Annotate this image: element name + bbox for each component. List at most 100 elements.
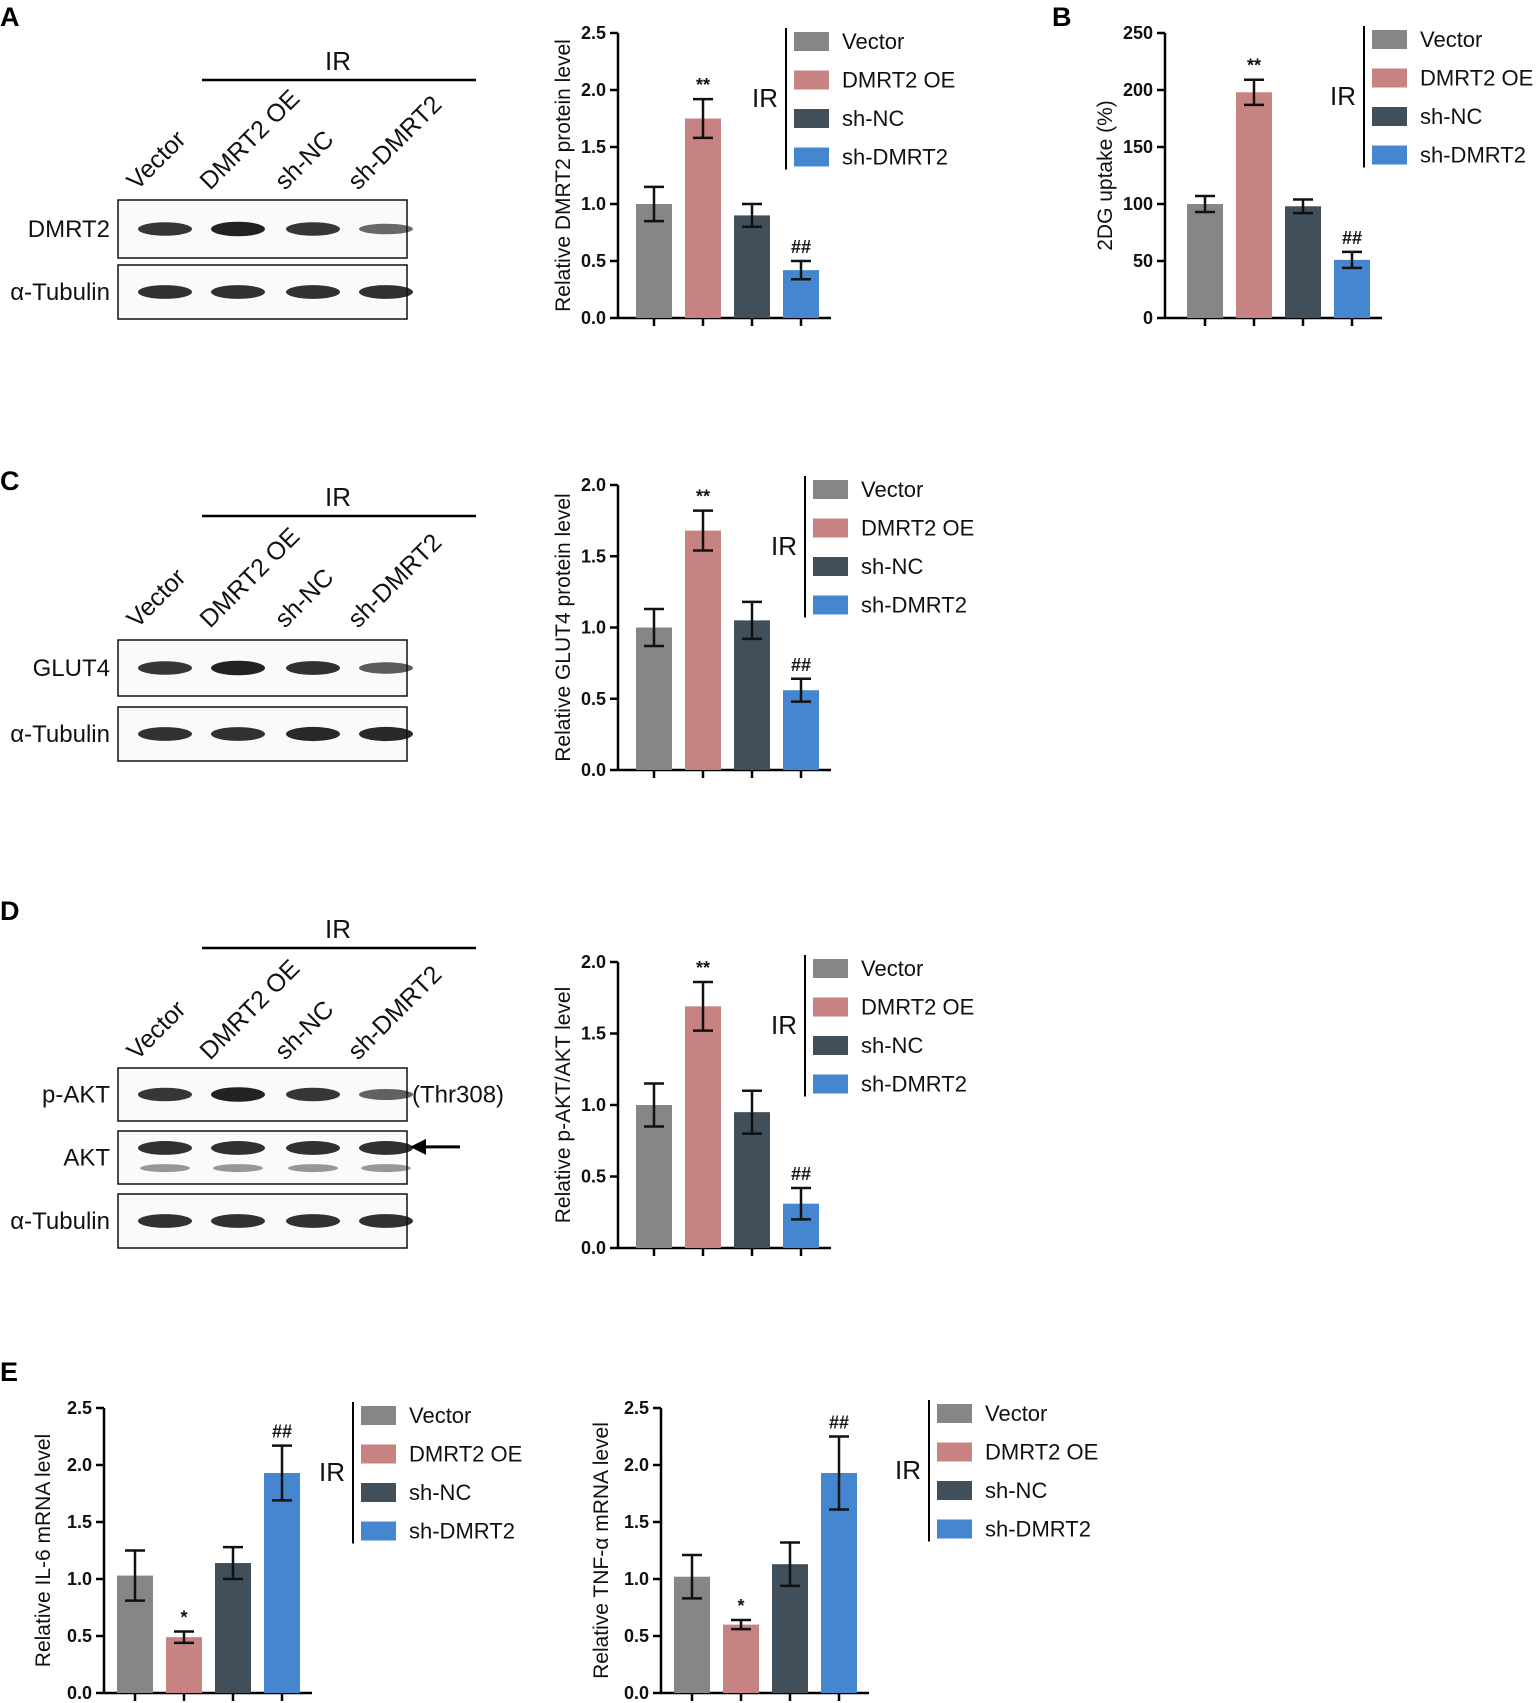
- blot-row-box: [117, 1130, 408, 1185]
- y-tick-label: 0.0: [581, 308, 606, 328]
- legend-label: Vector: [409, 1403, 471, 1428]
- legend-label: sh-NC: [861, 1033, 923, 1058]
- legend-label: sh-DMRT2: [985, 1517, 1091, 1542]
- lane-label: Vector: [121, 995, 191, 1065]
- y-tick-label: 1.0: [581, 1095, 606, 1115]
- bar-vector: [636, 1105, 672, 1248]
- bar-dmrt2-oe: [685, 530, 721, 770]
- y-tick-label: 0.5: [67, 1626, 92, 1646]
- blot-row-label: AKT: [63, 1145, 110, 1172]
- y-axis-title: 2DG uptake (%): [1094, 100, 1117, 251]
- y-tick-label: 50: [1133, 251, 1153, 271]
- y-tick-label: 2.0: [581, 80, 606, 100]
- lane-label: sh-NC: [269, 995, 339, 1065]
- legend-label: DMRT2 OE: [861, 516, 974, 541]
- legend-label: sh-NC: [861, 554, 923, 579]
- significance-label: *: [180, 1607, 187, 1627]
- legend-label: sh-DMRT2: [842, 145, 948, 170]
- legend-group-label: IR: [771, 1010, 797, 1040]
- legend-group-label: IR: [895, 1455, 921, 1485]
- bar-dmrt2-oe: [685, 1006, 721, 1248]
- legend-swatch: [813, 1036, 848, 1055]
- ir-label: IR: [325, 914, 351, 944]
- y-axis-title: Relative TNF-α mRNA level: [590, 1422, 613, 1679]
- lane-label: sh-NC: [269, 563, 339, 633]
- significance-label: ##: [829, 1413, 849, 1433]
- blot-band: [138, 727, 192, 741]
- blot-band: [359, 726, 413, 742]
- y-tick-label: 1.0: [581, 194, 606, 214]
- blot-band: [138, 1214, 192, 1228]
- legend-group-label: IR: [771, 531, 797, 561]
- lane-label: sh-NC: [269, 125, 339, 195]
- significance-label: ##: [1342, 228, 1362, 248]
- legend-1: IR Vector DMRT2 OE sh-NC sh-DMRT2: [752, 28, 955, 170]
- blot-band: [286, 661, 340, 675]
- legend-swatch: [937, 1481, 972, 1500]
- y-tick-label: 200: [1123, 80, 1153, 100]
- legend-swatch: [794, 147, 829, 167]
- y-tick-label: 150: [1123, 137, 1153, 157]
- legend-label: sh-DMRT2: [861, 593, 967, 618]
- y-tick-label: 0.0: [624, 1683, 649, 1703]
- legend-swatch: [813, 1074, 848, 1094]
- significance-label: ##: [791, 655, 811, 675]
- legend-label: Vector: [861, 477, 923, 502]
- blot-band: [359, 223, 413, 235]
- panel-label-d: D: [0, 896, 20, 926]
- y-tick-label: 2.0: [67, 1455, 92, 1475]
- bar-sh-nc: [1285, 206, 1321, 318]
- legend-label: sh-NC: [842, 106, 904, 131]
- y-tick-label: 100: [1123, 194, 1153, 214]
- blot-band: [286, 285, 340, 299]
- panel-label-e: E: [0, 1357, 18, 1387]
- blot-band-lower: [140, 1164, 190, 1173]
- y-tick-label: 2.0: [581, 475, 606, 495]
- y-tick-label: 0.0: [67, 1683, 92, 1703]
- legend-label: DMRT2 OE: [861, 995, 974, 1020]
- blot-annotation: (Thr308): [412, 1082, 504, 1109]
- y-tick-label: 0: [1143, 308, 1153, 328]
- legend-swatch: [813, 997, 848, 1017]
- legend-swatch: [361, 1521, 396, 1541]
- panel-label-a: A: [0, 2, 20, 32]
- y-tick-label: 2.0: [624, 1455, 649, 1475]
- bar-vector: [636, 204, 672, 318]
- y-tick-label: 0.0: [581, 760, 606, 780]
- blot-band: [138, 285, 192, 299]
- ir-label: IR: [325, 482, 351, 512]
- legend-label: sh-NC: [1420, 104, 1482, 129]
- bar-dmrt2-oe: [723, 1624, 759, 1693]
- blot-band: [211, 727, 265, 741]
- chart-6: 0.0 0.5 1.0 1.5 2.0 2.5 Relative TNF-α mRNA le…: [590, 1398, 869, 1703]
- legend-swatch: [1372, 68, 1407, 88]
- chart-4: 0.0 0.5 1.0 1.5 2.0 Relative p-AKT/AKT level *…: [552, 952, 831, 1258]
- bar-sh-nc: [215, 1563, 251, 1693]
- legend-label: DMRT2 OE: [409, 1442, 522, 1467]
- y-axis-title: Relative GLUT4 protein level: [552, 493, 575, 761]
- legend-group-label: IR: [1330, 81, 1356, 111]
- blot-band: [286, 726, 340, 742]
- significance-label: ##: [272, 1422, 292, 1442]
- bar-dmrt2-oe: [685, 118, 721, 318]
- blot-band: [286, 1141, 340, 1155]
- legend-swatch: [937, 1404, 972, 1423]
- legend-label: sh-DMRT2: [861, 1072, 967, 1097]
- y-tick-label: 1.0: [624, 1569, 649, 1589]
- blot-row-label: α-Tubulin: [10, 721, 110, 748]
- blot-band-lower: [288, 1164, 338, 1173]
- blot-row-label: α-Tubulin: [10, 279, 110, 306]
- legend-6: IR Vector DMRT2 OE sh-NC sh-DMRT2: [895, 1400, 1098, 1542]
- legend-swatch: [361, 1406, 396, 1425]
- y-tick-label: 1.0: [581, 618, 606, 638]
- bar-vector: [636, 627, 672, 770]
- legend-label: sh-NC: [985, 1478, 1047, 1503]
- legend-swatch: [937, 1442, 972, 1462]
- blot-band: [211, 285, 265, 299]
- bar-charts: 0.0 0.5 1.0 1.5 2.0 2.5 Relative DMRT2 protein…: [32, 23, 1382, 1703]
- significance-label: **: [696, 958, 710, 978]
- blot-row-label: GLUT4: [33, 655, 110, 682]
